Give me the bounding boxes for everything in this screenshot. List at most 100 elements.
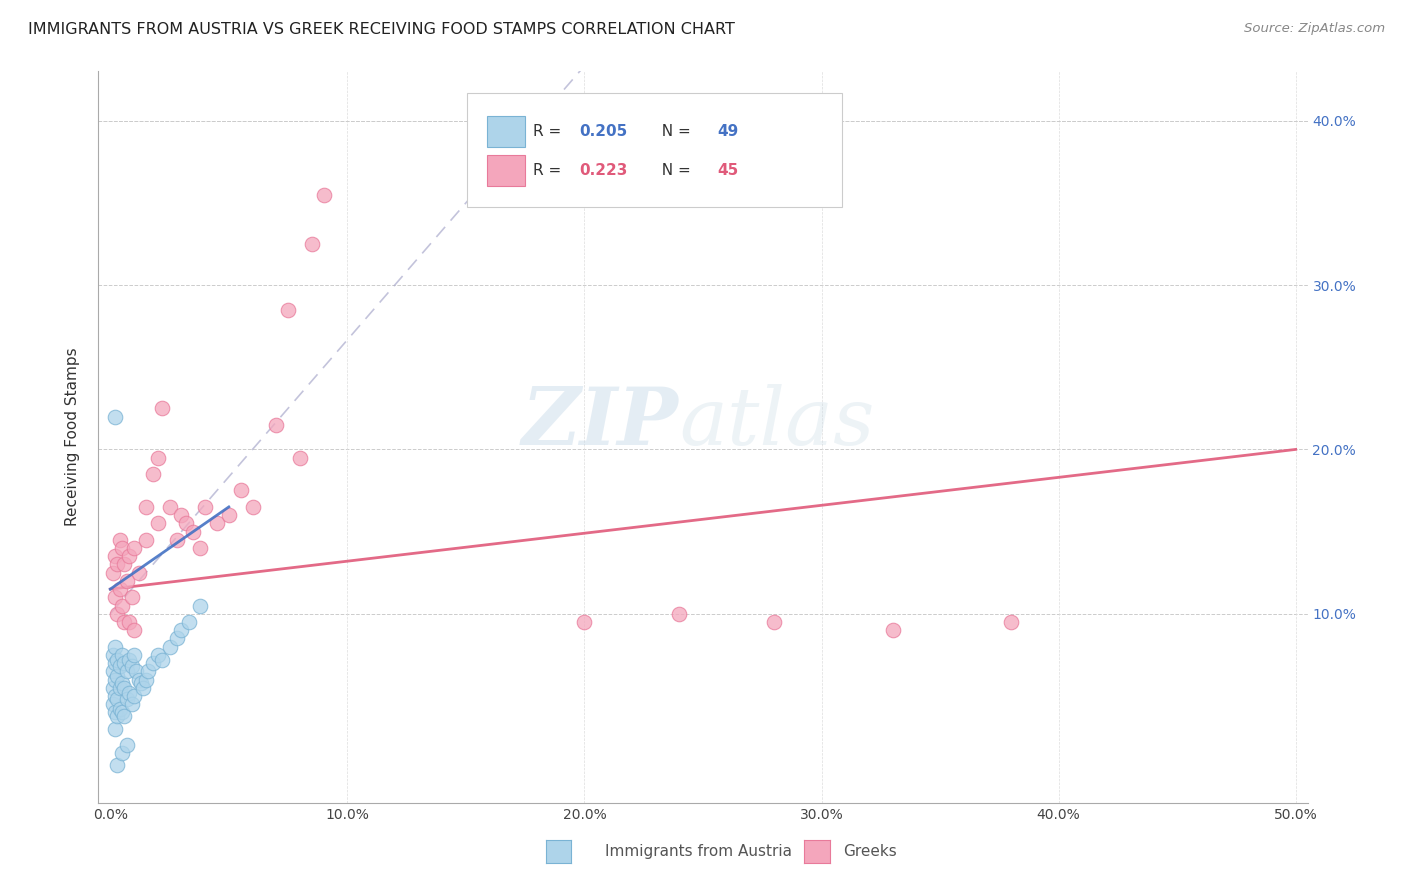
Point: [114, 558, 136, 572]
Text: atlas: atlas: [679, 384, 875, 461]
Point: [152, 653, 174, 667]
Point: [108, 681, 131, 695]
FancyBboxPatch shape: [486, 155, 526, 186]
Point: [121, 697, 143, 711]
Point: [104, 706, 127, 720]
Point: [111, 706, 134, 720]
Point: [104, 673, 127, 687]
Point: [159, 500, 181, 514]
Point: [101, 566, 124, 580]
Text: R =: R =: [533, 124, 565, 139]
Point: [111, 747, 134, 761]
Point: [142, 467, 165, 481]
Point: [115, 574, 138, 588]
Point: [146, 648, 169, 662]
Point: [135, 533, 157, 547]
Point: [121, 659, 143, 673]
Point: [122, 689, 145, 703]
Point: [118, 653, 141, 667]
Y-axis label: Receiving Food Stamps: Receiving Food Stamps: [65, 348, 80, 526]
Point: [111, 648, 134, 662]
Point: [104, 591, 127, 605]
Point: [105, 692, 128, 706]
Point: [129, 675, 152, 690]
Point: [763, 615, 786, 629]
FancyBboxPatch shape: [486, 116, 526, 146]
Point: [190, 541, 212, 555]
Point: [170, 624, 193, 638]
Point: [229, 483, 252, 498]
Point: [574, 615, 596, 629]
Point: [108, 702, 131, 716]
Point: [105, 653, 128, 667]
Point: [128, 673, 150, 687]
Point: [101, 648, 124, 662]
Point: [115, 692, 138, 706]
Point: [146, 516, 169, 531]
Point: [128, 566, 150, 580]
Point: [312, 187, 335, 202]
Point: [135, 673, 157, 687]
Point: [104, 549, 127, 564]
Point: [174, 516, 197, 531]
Point: [111, 675, 134, 690]
Point: [1000, 615, 1022, 629]
Point: [177, 615, 200, 629]
Point: [136, 665, 159, 679]
Point: [101, 697, 124, 711]
Point: [122, 624, 145, 638]
Point: [159, 640, 181, 654]
Point: [135, 500, 157, 514]
Point: [111, 599, 134, 613]
Text: 45: 45: [717, 163, 738, 178]
Point: [205, 516, 228, 531]
Point: [882, 624, 904, 638]
Point: [152, 401, 174, 416]
Point: [105, 669, 128, 683]
Point: [122, 541, 145, 555]
Point: [108, 533, 131, 547]
Point: [190, 599, 212, 613]
Point: [115, 665, 138, 679]
Point: [146, 450, 169, 465]
Point: [114, 615, 136, 629]
Point: [111, 541, 134, 555]
Point: [104, 656, 127, 670]
Point: [118, 615, 141, 629]
Point: [242, 500, 264, 514]
Point: [101, 681, 124, 695]
Point: [132, 681, 155, 695]
Point: [115, 739, 138, 753]
Point: [104, 640, 127, 654]
Point: [170, 508, 193, 523]
Point: [122, 648, 145, 662]
Point: [101, 665, 124, 679]
Text: N =: N =: [652, 124, 696, 139]
Point: [118, 686, 141, 700]
Text: N =: N =: [652, 163, 696, 178]
Point: [114, 708, 136, 723]
Point: [118, 549, 141, 564]
Text: ZIP: ZIP: [522, 384, 679, 461]
Point: [104, 722, 127, 736]
Point: [114, 681, 136, 695]
Point: [108, 582, 131, 596]
Point: [288, 450, 311, 465]
Point: [166, 533, 188, 547]
Point: [104, 409, 127, 424]
Text: R =: R =: [533, 163, 565, 178]
Point: [105, 758, 128, 772]
Text: 0.223: 0.223: [579, 163, 628, 178]
Text: Source: ZipAtlas.com: Source: ZipAtlas.com: [1244, 22, 1385, 36]
Text: Immigrants from Austria: Immigrants from Austria: [605, 845, 792, 859]
Point: [114, 656, 136, 670]
Text: 0.205: 0.205: [579, 124, 628, 139]
Point: [105, 708, 128, 723]
FancyBboxPatch shape: [467, 94, 842, 207]
Text: Greeks: Greeks: [844, 845, 897, 859]
Point: [194, 500, 217, 514]
Point: [264, 417, 287, 432]
Point: [105, 607, 128, 621]
Point: [104, 689, 127, 703]
Point: [277, 302, 299, 317]
